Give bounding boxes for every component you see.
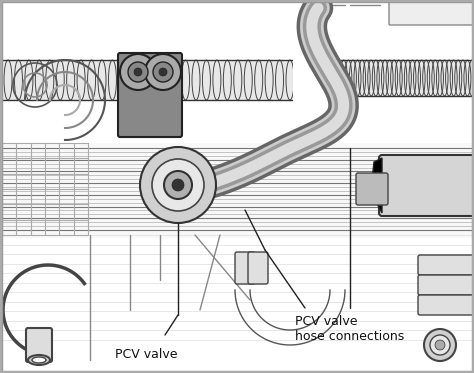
Circle shape [172,179,184,191]
Circle shape [164,171,192,199]
Bar [293,0,328,140]
Circle shape [159,68,167,76]
FancyBboxPatch shape [356,173,388,205]
Circle shape [140,147,216,223]
Bar [0,0,474,175]
Circle shape [430,335,450,355]
Polygon shape [372,158,382,213]
Bar [0,143,474,238]
Circle shape [145,54,181,90]
FancyBboxPatch shape [418,295,474,315]
Text: PCV valve: PCV valve [295,315,357,328]
Bar [382,158,474,213]
Ellipse shape [32,357,46,363]
FancyBboxPatch shape [26,328,52,362]
Circle shape [134,68,142,76]
FancyBboxPatch shape [418,275,474,295]
FancyBboxPatch shape [379,155,474,216]
Bar [325,60,474,96]
Bar [0,60,295,100]
FancyBboxPatch shape [389,1,473,25]
Circle shape [128,62,148,82]
Circle shape [435,340,445,350]
FancyBboxPatch shape [118,53,182,137]
Circle shape [152,159,204,211]
FancyBboxPatch shape [418,255,474,275]
Circle shape [424,329,456,361]
Text: PCV valve: PCV valve [115,348,177,361]
FancyBboxPatch shape [248,252,268,284]
Circle shape [120,54,156,90]
Circle shape [153,62,173,82]
Ellipse shape [28,355,50,365]
FancyBboxPatch shape [235,252,255,284]
Text: hose connections: hose connections [295,330,404,343]
